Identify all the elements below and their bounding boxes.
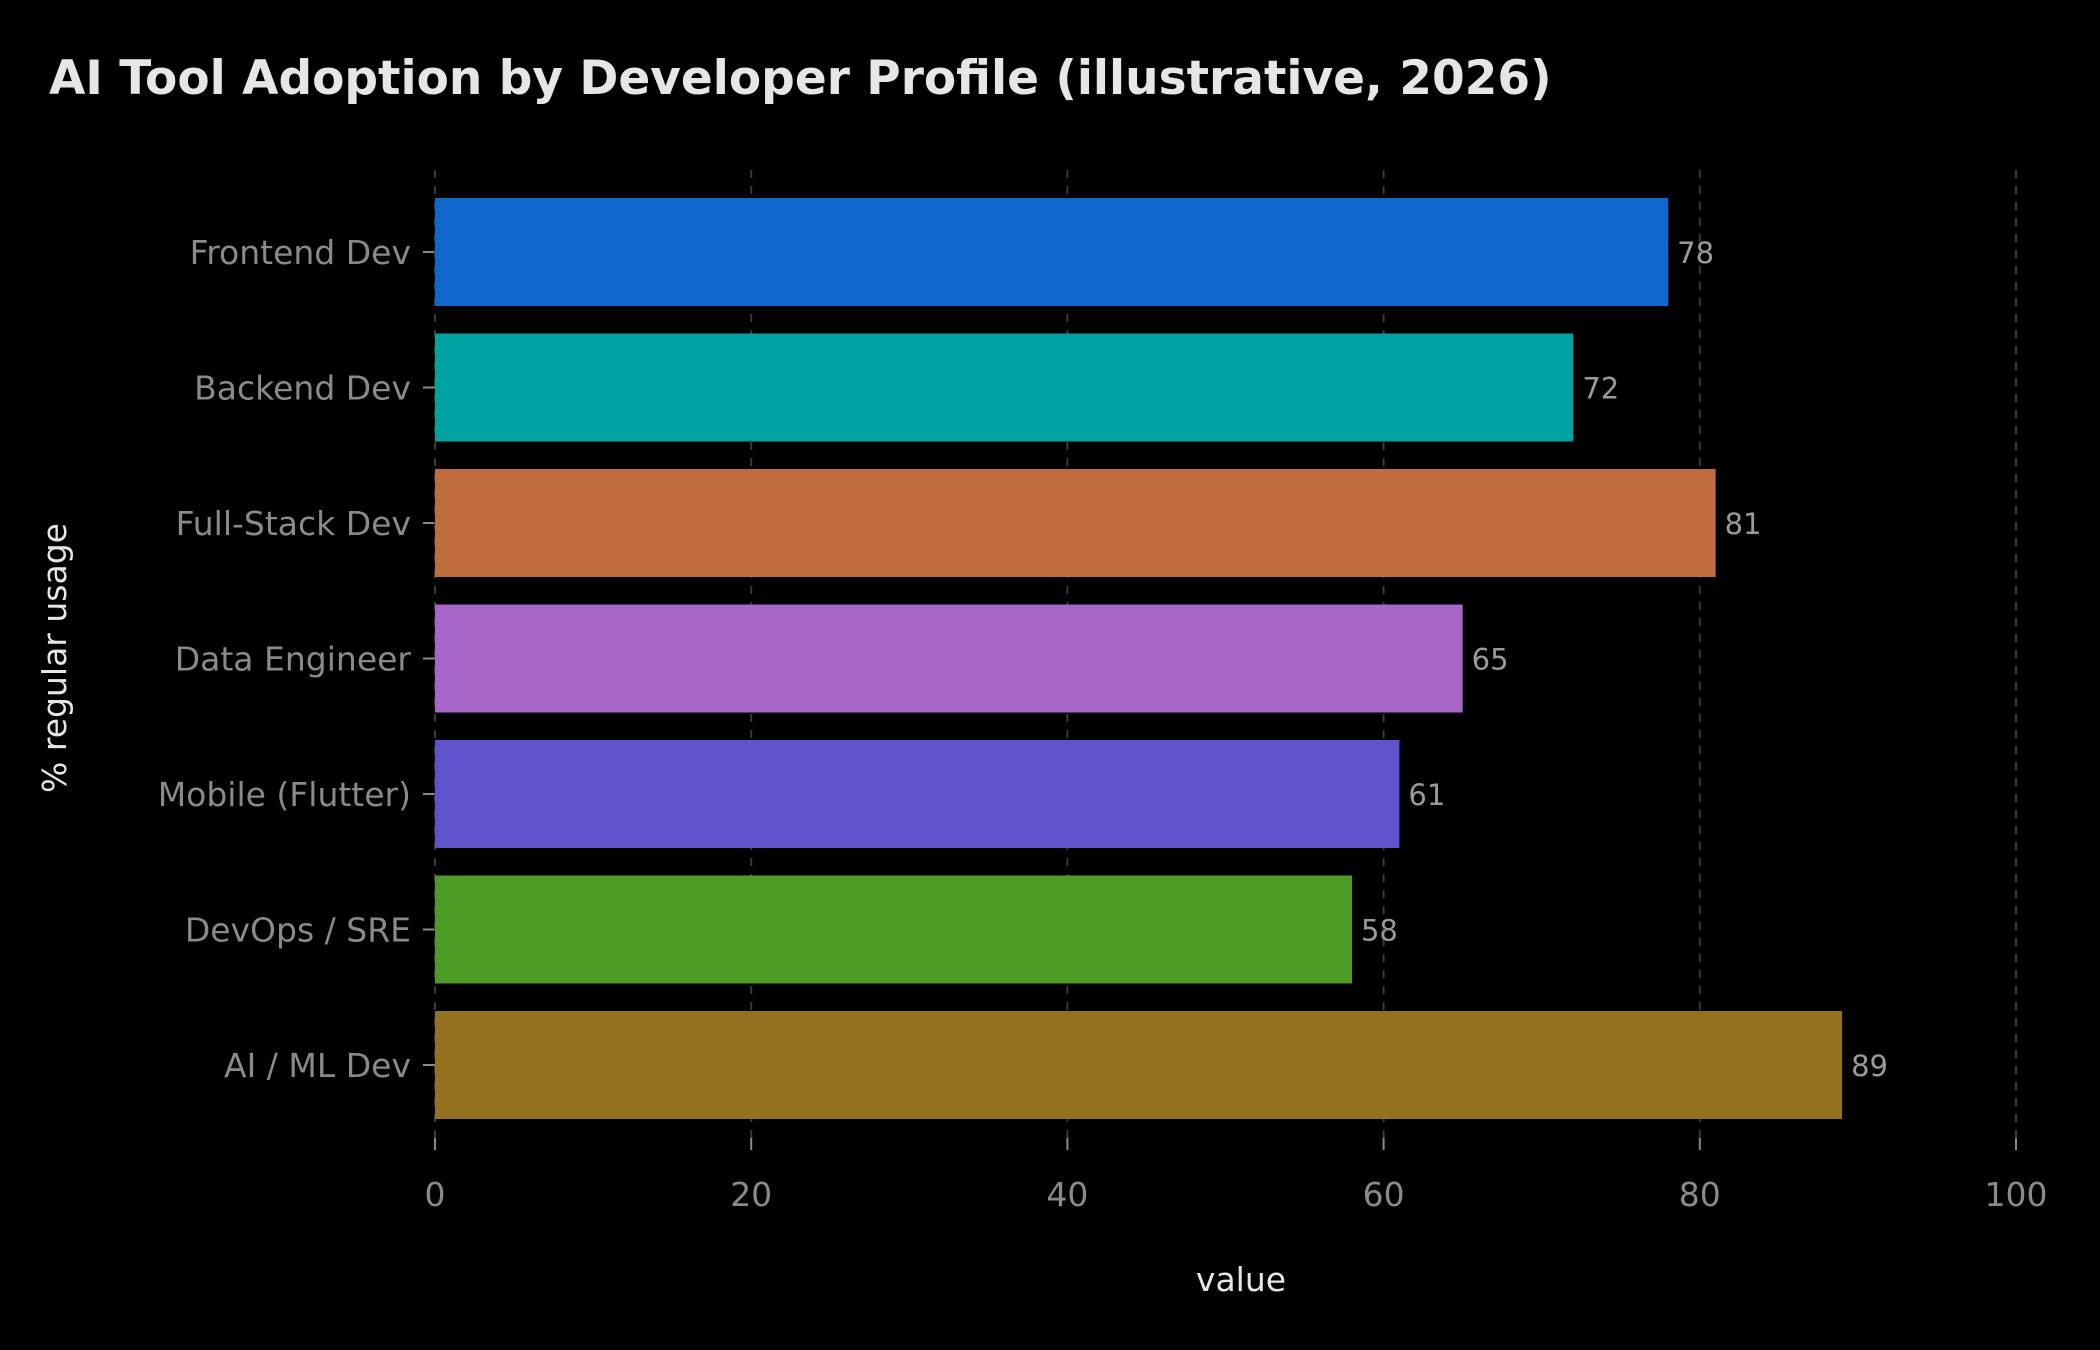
x-tick-label: 100	[1985, 1175, 2048, 1214]
category-label: Frontend Dev	[190, 233, 411, 272]
bar	[435, 740, 1400, 848]
value-label: 58	[1361, 914, 1398, 948]
bar	[435, 469, 1716, 577]
bar	[435, 333, 1574, 442]
value-label: 81	[1725, 507, 1762, 541]
category-label: Data Engineer	[175, 640, 412, 679]
category-label: AI / ML Dev	[224, 1046, 411, 1085]
category-label: DevOps / SRE	[185, 911, 411, 950]
value-label: 65	[1472, 643, 1509, 677]
y-axis-label: % regular usage	[35, 523, 74, 793]
category-labels: Frontend Dev Backend Dev Full-Stack Dev Dat…	[158, 233, 412, 1085]
value-label: 61	[1408, 778, 1445, 812]
x-axis-label: value	[1196, 1260, 1286, 1299]
bar	[435, 198, 1669, 306]
bar	[435, 604, 1463, 713]
value-label: 78	[1677, 236, 1714, 270]
chart-title: AI Tool Adoption by Developer Profile (i…	[49, 51, 1552, 106]
value-label: 72	[1582, 372, 1619, 406]
value-labels: 78 72 81 65 61 58 89	[1361, 236, 1888, 1083]
category-label: Mobile (Flutter)	[158, 775, 411, 814]
x-tick-labels: 0 20 40 60 80 100	[425, 1175, 2048, 1214]
bars	[435, 198, 1843, 1119]
bar	[435, 1011, 1843, 1119]
x-tick-label: 40	[1046, 1175, 1088, 1214]
bar	[435, 875, 1352, 984]
x-tick-label: 60	[1363, 1175, 1405, 1214]
x-tick-label: 20	[730, 1175, 772, 1214]
value-label: 89	[1851, 1049, 1888, 1083]
category-label: Full-Stack Dev	[176, 504, 411, 543]
x-tick-label: 80	[1679, 1175, 1721, 1214]
x-tick-label: 0	[425, 1175, 446, 1214]
category-label: Backend Dev	[194, 369, 411, 408]
